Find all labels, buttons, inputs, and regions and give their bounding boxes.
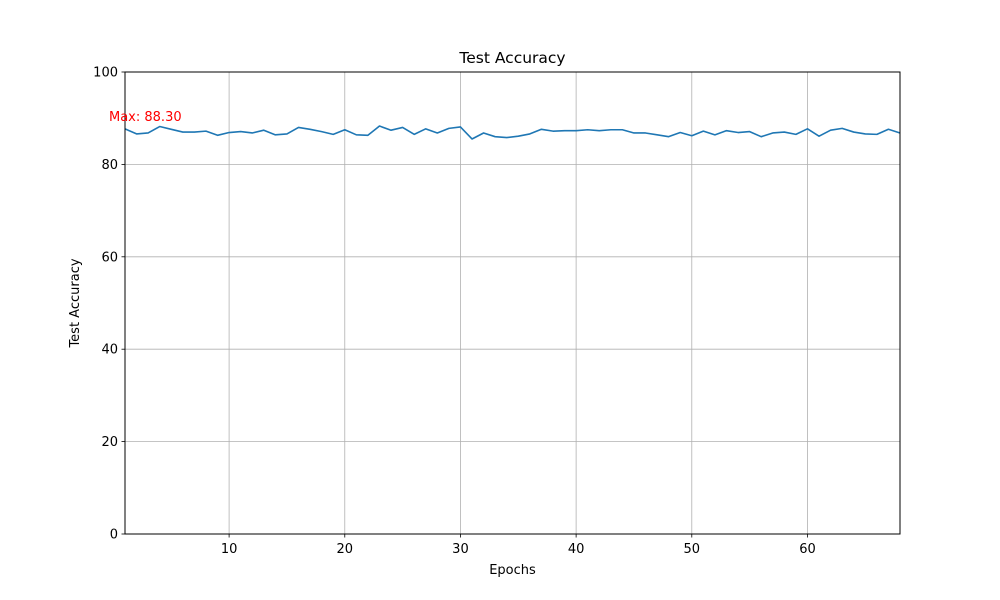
chart-title: Test Accuracy bbox=[458, 49, 565, 67]
y-axis-label: Test Accuracy bbox=[68, 258, 83, 348]
max-annotation: Max: 88.30 bbox=[109, 110, 182, 125]
x-tick-label: 40 bbox=[568, 542, 585, 557]
y-tick-label: 100 bbox=[93, 66, 118, 81]
x-tick-label: 10 bbox=[221, 542, 238, 557]
y-tick-label: 80 bbox=[101, 158, 118, 173]
plot-frame bbox=[124, 71, 901, 535]
ticks-layer: 10 20 30 40 50 60 0 20 40 60 80 100 bbox=[93, 66, 816, 558]
x-tick-label: 20 bbox=[337, 542, 354, 557]
y-tick-label: 0 bbox=[110, 528, 118, 543]
y-tick-label: 60 bbox=[101, 250, 118, 265]
y-tick-label: 40 bbox=[101, 343, 118, 358]
series-layer bbox=[124, 125, 901, 140]
x-tick-label: 60 bbox=[799, 542, 816, 557]
x-tick-label: 50 bbox=[684, 542, 701, 557]
x-axis-label: Epochs bbox=[489, 563, 536, 578]
series-line bbox=[124, 125, 901, 140]
y-tick-label: 20 bbox=[101, 435, 118, 450]
grid bbox=[125, 71, 900, 535]
x-tick-label: 30 bbox=[452, 542, 469, 557]
